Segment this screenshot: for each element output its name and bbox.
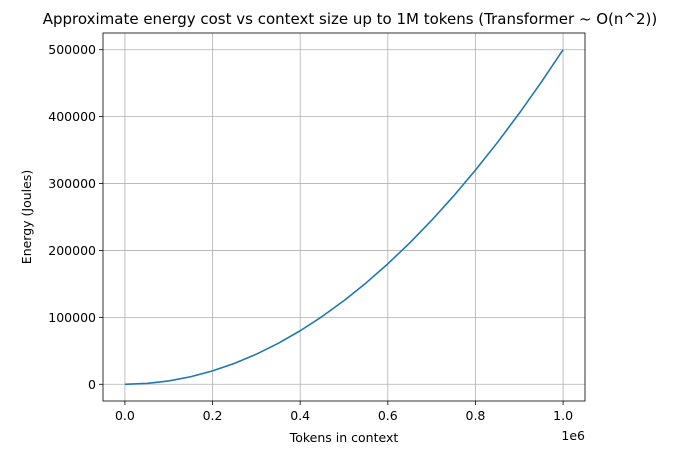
y-tick-label: 100000 [48, 310, 96, 325]
x-tick-label: 0.0 [115, 408, 135, 423]
x-axis-offset-label: 1e6 [561, 428, 585, 443]
y-tick-label: 0 [88, 377, 96, 392]
x-axis-label: Tokens in context [289, 430, 399, 445]
x-axis: 0.0 0.2 0.4 0.6 0.8 1.0 [115, 401, 573, 423]
y-tick-label: 300000 [48, 176, 96, 191]
y-axis-label: Energy (Joules) [19, 170, 34, 264]
series-lines [124, 49, 564, 386]
series-line [124, 49, 564, 386]
chart-title: Approximate energy cost vs context size … [43, 10, 657, 28]
x-tick-label: 0.6 [378, 408, 398, 423]
plot-frame [102, 32, 586, 402]
y-axis: 0 100000 200000 300000 400000 500000 [48, 42, 103, 392]
y-tick-label: 500000 [48, 42, 96, 57]
grid-lines [103, 33, 585, 401]
x-tick-label: 0.4 [290, 408, 310, 423]
x-tick-label: 1.0 [553, 408, 573, 423]
y-tick-label: 400000 [48, 109, 96, 124]
x-tick-label: 0.8 [466, 408, 486, 423]
x-tick-label: 0.2 [203, 408, 223, 423]
y-tick-label: 200000 [48, 243, 96, 258]
